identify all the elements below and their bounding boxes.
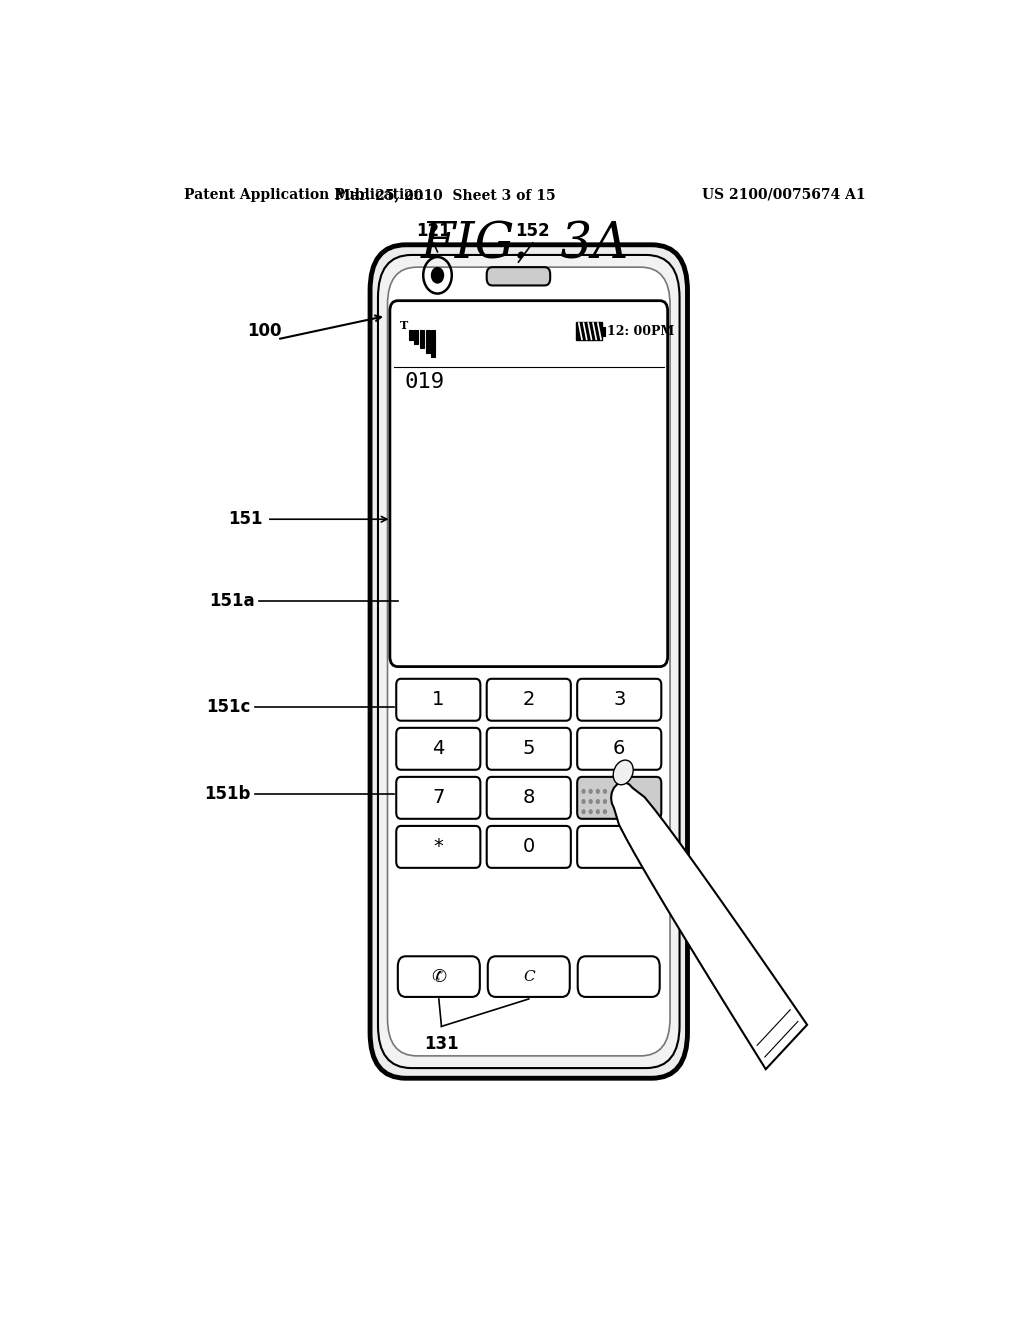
Text: US 2100/0075674 A1: US 2100/0075674 A1 — [702, 187, 866, 202]
Text: 100: 100 — [247, 322, 282, 341]
FancyBboxPatch shape — [390, 301, 668, 667]
FancyBboxPatch shape — [486, 826, 570, 867]
Text: Mar. 25, 2010  Sheet 3 of 15: Mar. 25, 2010 Sheet 3 of 15 — [335, 187, 556, 202]
Circle shape — [603, 800, 606, 804]
FancyBboxPatch shape — [578, 826, 662, 867]
Text: 9: 9 — [613, 788, 626, 808]
Text: 7: 7 — [432, 788, 444, 808]
Text: Patent Application Publication: Patent Application Publication — [183, 187, 423, 202]
FancyBboxPatch shape — [486, 727, 570, 770]
FancyBboxPatch shape — [397, 956, 480, 997]
Text: 2: 2 — [522, 690, 535, 709]
FancyBboxPatch shape — [486, 267, 550, 285]
Text: 5: 5 — [522, 739, 535, 758]
Text: 019: 019 — [404, 372, 444, 392]
Circle shape — [589, 800, 592, 804]
FancyBboxPatch shape — [396, 727, 480, 770]
FancyBboxPatch shape — [396, 826, 480, 867]
Bar — [577, 322, 602, 341]
FancyBboxPatch shape — [378, 255, 680, 1068]
FancyBboxPatch shape — [370, 244, 687, 1078]
Circle shape — [431, 268, 443, 282]
FancyBboxPatch shape — [578, 727, 662, 770]
Text: 151: 151 — [228, 511, 263, 528]
FancyBboxPatch shape — [396, 777, 480, 818]
Text: 4: 4 — [432, 739, 444, 758]
Bar — [420, 330, 424, 348]
Text: 121: 121 — [416, 222, 451, 240]
Text: 1: 1 — [432, 690, 444, 709]
Ellipse shape — [613, 760, 633, 785]
Text: C: C — [523, 970, 535, 983]
Text: T: T — [399, 321, 408, 331]
Bar — [426, 330, 430, 352]
FancyBboxPatch shape — [578, 777, 662, 818]
Bar — [409, 330, 413, 341]
Bar — [431, 330, 435, 356]
Text: 8: 8 — [522, 788, 535, 808]
Circle shape — [596, 800, 599, 804]
Circle shape — [596, 789, 599, 793]
FancyBboxPatch shape — [578, 956, 659, 997]
Polygon shape — [611, 783, 807, 1069]
Circle shape — [603, 810, 606, 813]
Circle shape — [582, 789, 585, 793]
Text: FIG.  3A: FIG. 3A — [421, 220, 629, 269]
Text: 12: 00PM: 12: 00PM — [606, 325, 674, 338]
Text: 151c: 151c — [207, 698, 251, 717]
Circle shape — [589, 789, 592, 793]
Circle shape — [596, 810, 599, 813]
FancyBboxPatch shape — [487, 956, 569, 997]
FancyBboxPatch shape — [387, 267, 670, 1056]
Bar — [602, 326, 605, 335]
Text: 152: 152 — [515, 222, 550, 240]
Text: ✆: ✆ — [431, 968, 446, 986]
Circle shape — [603, 789, 606, 793]
FancyBboxPatch shape — [486, 678, 570, 721]
Text: 6: 6 — [613, 739, 626, 758]
FancyBboxPatch shape — [396, 678, 480, 721]
Text: *: * — [433, 837, 443, 857]
FancyBboxPatch shape — [578, 678, 662, 721]
Circle shape — [582, 800, 585, 804]
Text: 3: 3 — [613, 690, 626, 709]
FancyBboxPatch shape — [486, 777, 570, 818]
Text: 131: 131 — [424, 1035, 459, 1052]
Bar — [415, 330, 419, 345]
Text: 0: 0 — [522, 837, 535, 857]
Text: 151b: 151b — [205, 784, 251, 803]
Circle shape — [582, 810, 585, 813]
Circle shape — [589, 810, 592, 813]
Text: 151a: 151a — [209, 591, 255, 610]
